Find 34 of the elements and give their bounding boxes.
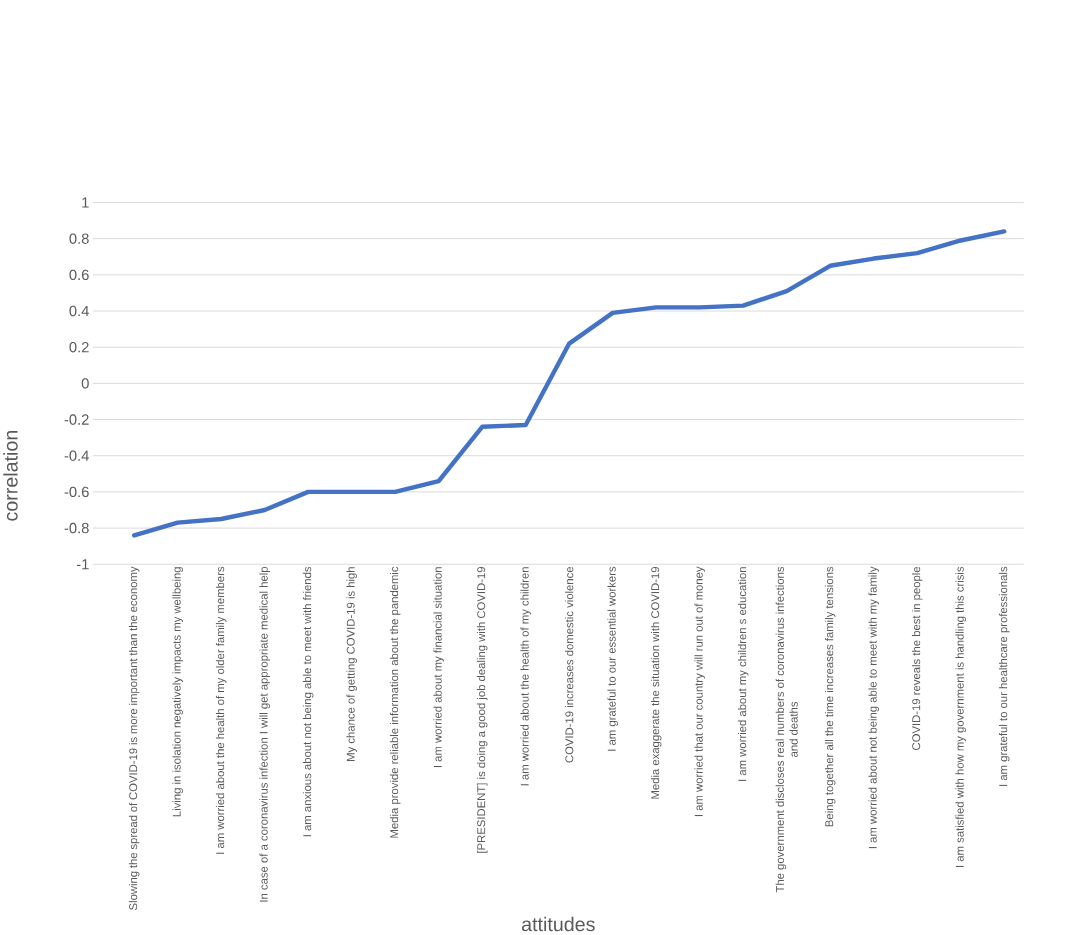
x-tick-label: COVID-19 reveals the best in people bbox=[911, 567, 923, 751]
y-axis-title: correlation bbox=[3, 431, 18, 521]
x-tick-label: I am worried about the health of my older family members bbox=[215, 567, 227, 855]
x-tick-label: In case of a coronavirus infection I will get appropriate medical help bbox=[259, 567, 270, 902]
x-tick-label: COVID-19 increases domestic violence bbox=[565, 567, 574, 763]
x-tick-label: I am worried about the health of my children bbox=[520, 567, 531, 786]
x-tick-label: [PRESIDENT] is doing a good job dealing with COVID-19 bbox=[476, 567, 488, 854]
y-tick-label: -0.4 bbox=[64, 450, 89, 462]
x-tick-label: Being together all the time increases family tensions bbox=[824, 567, 836, 827]
y-tick-label: 0 bbox=[81, 378, 89, 389]
x-tick-label: My chance of getting COVID-19 is high bbox=[346, 567, 357, 762]
y-tick-label: 1 bbox=[82, 197, 89, 208]
x-tick-label: I am satisfied with how my government is handling this crisis bbox=[955, 567, 966, 868]
y-tick-label: 0.8 bbox=[69, 233, 89, 245]
x-tick-label: I am grateful to our healthcare professionals bbox=[998, 567, 1010, 787]
x-tick-label: I am worried about my children s education bbox=[737, 567, 749, 782]
x-tick-label: I am worried about not being able to meet with my family bbox=[868, 566, 879, 849]
y-tick-label: -0.8 bbox=[64, 523, 89, 534]
y-tick-label: 0.2 bbox=[69, 342, 89, 353]
x-tick-label: I am worried that our country will run out of money bbox=[694, 566, 705, 817]
x-tick-label: I am grateful to our essential workers bbox=[607, 567, 618, 751]
x-tick-label: I am anxious about not being able to meet with friends bbox=[302, 567, 314, 837]
x-axis-title: attitudes bbox=[521, 917, 595, 932]
x-tick-label: Living in isolation negatively impacts my wellbeing bbox=[172, 567, 183, 817]
x-tick-label: Slowing the spread of COVID-19 is more important than the economy bbox=[128, 566, 140, 911]
y-tick-label: 0.4 bbox=[69, 306, 89, 317]
y-tick-label: 0.6 bbox=[69, 269, 89, 281]
x-tick-label: The government discloses real numbers of coronavirus infections and deaths bbox=[775, 567, 798, 893]
y-tick-label: -1 bbox=[76, 559, 89, 570]
y-tick-label: -0.2 bbox=[64, 414, 89, 426]
x-tick-label: Media provide reliable information about the pandemic bbox=[389, 567, 401, 838]
x-tick-label: Media exaggerate the situation with COVID-19 bbox=[650, 567, 662, 799]
y-tick-label: -0.6 bbox=[64, 486, 89, 498]
x-tick-label: I am worried about my financial situation bbox=[433, 567, 444, 768]
